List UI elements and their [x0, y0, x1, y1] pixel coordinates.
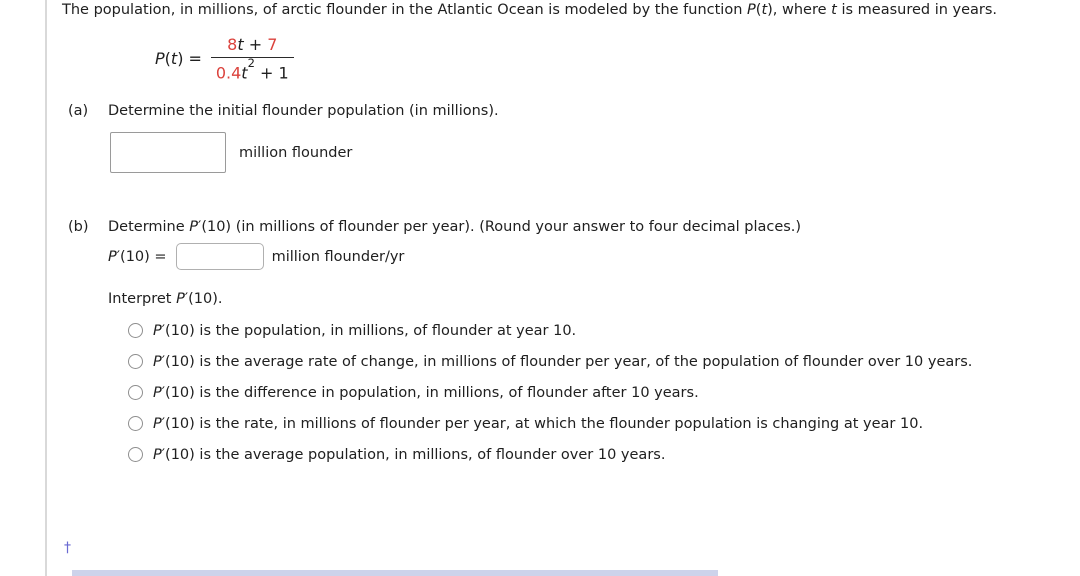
radio-button-1[interactable] [128, 323, 143, 338]
part-a-label: (a) [68, 103, 89, 119]
random-value: 7 [267, 35, 278, 54]
population-formula: P(t) = 8t + 7 0.4t2 + 1 [155, 35, 294, 82]
part-a-prompt: Determine the initial flounder populatio… [108, 103, 499, 119]
part-b-unit-label: million flounder/yr [271, 248, 405, 265]
option-5-text: P′(10) is the average population, in mil… [153, 446, 666, 463]
var-P: P [176, 291, 185, 307]
bottom-panel-edge [72, 570, 718, 576]
part-b-answer-input[interactable] [175, 243, 264, 270]
fraction-numerator: 8t + 7 [227, 35, 278, 54]
option-1-text: P′(10) is the population, in millions, o… [153, 322, 577, 339]
part-a-answer-input[interactable] [110, 132, 226, 173]
option-2-text: P′(10) is the average rate of change, in… [153, 353, 973, 370]
left-border-divider [45, 0, 47, 576]
interpretation-options: P′(10) is the population, in millions, o… [128, 315, 972, 470]
var-t: t [831, 2, 837, 18]
radio-button-4[interactable] [128, 416, 143, 431]
random-value: 0.4 [215, 63, 242, 83]
var-P: P [189, 219, 199, 235]
option-3-text: P′(10) is the difference in population, … [153, 384, 699, 401]
part-b-answer-label: P′(10) = [108, 248, 167, 265]
intro-text: The population, in millions, of arctic f… [62, 2, 748, 18]
part-b-answer-row: P′(10) = million flounder/yr [108, 243, 404, 270]
interpret-heading: Interpret P′(10). [108, 291, 223, 307]
part-a-answer-row: million flounder [110, 132, 352, 173]
exponent: 2 [247, 56, 255, 70]
part-b-prompt: Determine P′(10) (in millions of flounde… [108, 219, 802, 235]
radio-option-4: P′(10) is the rate, in millions of floun… [128, 408, 972, 439]
radio-option-1: P′(10) is the population, in millions, o… [128, 315, 972, 346]
radio-button-2[interactable] [128, 354, 143, 369]
radio-option-3: P′(10) is the difference in population, … [128, 377, 972, 408]
fraction-denominator: 0.4t2 + 1 [210, 56, 294, 83]
radio-button-5[interactable] [128, 447, 143, 462]
problem-statement: The population, in millions, of arctic f… [62, 2, 998, 18]
var-t: t [761, 2, 768, 18]
radio-option-5: P′(10) is the average population, in mil… [128, 439, 972, 470]
part-a-prompt-row: (a) Determine the initial flounder popul… [68, 103, 499, 119]
radio-button-3[interactable] [128, 385, 143, 400]
radio-option-2: P′(10) is the average rate of change, in… [128, 346, 972, 377]
footnote-dagger-link[interactable]: † [64, 540, 71, 556]
var-P: P [747, 2, 756, 18]
option-4-text: P′(10) is the rate, in millions of floun… [153, 415, 924, 432]
part-a-unit-label: million flounder [239, 144, 353, 161]
random-value: 8 [227, 35, 238, 54]
part-b-label: (b) [68, 219, 89, 235]
formula-lhs: P(t) = [155, 49, 202, 69]
part-b-prompt-row: (b) Determine P′(10) (in millions of flo… [68, 219, 801, 235]
fraction: 8t + 7 0.4t2 + 1 [210, 35, 294, 83]
